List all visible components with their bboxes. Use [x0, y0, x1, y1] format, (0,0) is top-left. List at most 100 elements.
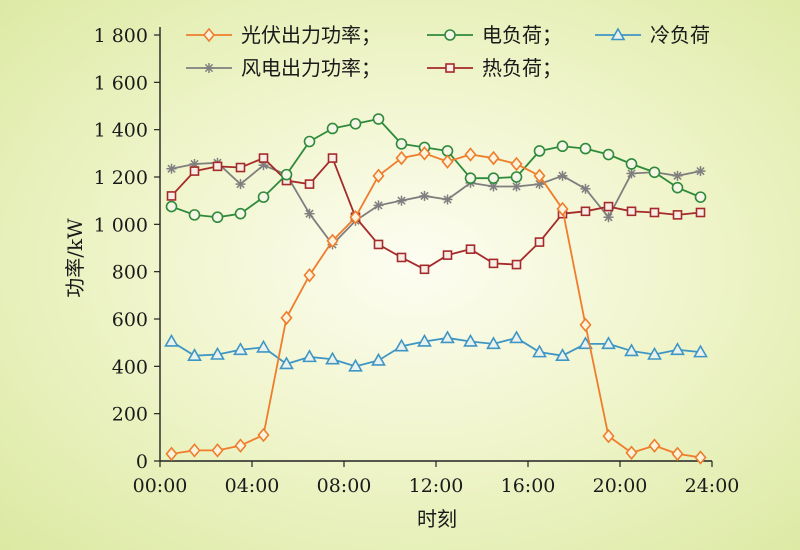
data-point: [533, 168, 546, 184]
data-point: [280, 168, 293, 181]
data-point: [602, 148, 615, 161]
data-point: [534, 237, 545, 247]
data-point: [463, 333, 478, 347]
series-line: [171, 161, 701, 246]
data-point: [257, 191, 270, 203]
x-tick-label: 20:00: [593, 475, 648, 497]
data-point: [509, 330, 524, 344]
data-point: [396, 195, 407, 206]
data-point: [647, 346, 662, 360]
x-tick-label: 08:00: [317, 475, 372, 497]
data-point: [556, 140, 569, 153]
data-point: [671, 446, 684, 462]
data-point: [602, 428, 615, 444]
data-point: [326, 122, 339, 135]
data-point: [419, 190, 430, 201]
data-point: [417, 333, 432, 347]
y-tick-label: 1 400: [94, 120, 148, 142]
data-point: [511, 259, 522, 270]
data-point: [648, 438, 661, 453]
legend-item: 冷负荷: [595, 23, 710, 47]
series-asterisk: [166, 157, 706, 250]
data-point: [233, 342, 248, 356]
data-point: [325, 351, 340, 365]
legend-item: 风电出力功率；: [186, 56, 381, 80]
data-point: [165, 200, 178, 213]
legend-label: 冷负荷: [650, 23, 710, 47]
series-line: [171, 337, 701, 368]
legend-item: 热负荷；: [427, 56, 562, 80]
data-point: [166, 191, 177, 201]
data-point: [487, 172, 500, 184]
data-point: [672, 210, 683, 220]
data-point: [395, 138, 408, 150]
data-point: [304, 179, 315, 189]
data-point: [695, 166, 706, 177]
data-point: [304, 208, 315, 219]
data-point: [419, 264, 430, 275]
y-tick-label: 0: [136, 451, 148, 473]
legend-marker: [444, 29, 456, 41]
data-point: [486, 336, 501, 350]
y-axis-title: 功率/kW: [63, 218, 87, 298]
data-point: [235, 162, 246, 173]
data-point: [280, 310, 293, 326]
data-point: [694, 450, 707, 465]
data-point: [603, 201, 614, 212]
data-point: [166, 163, 177, 174]
data-point: [165, 446, 178, 462]
data-point: [211, 211, 224, 224]
data-point: [441, 154, 454, 169]
data-point: [279, 356, 294, 370]
data-point: [510, 156, 523, 172]
data-point: [695, 207, 706, 218]
data-point: [626, 168, 637, 179]
y-tick-label: 1 000: [94, 214, 148, 236]
data-point: [348, 358, 363, 372]
data-point: [371, 352, 386, 366]
data-point: [532, 344, 547, 358]
data-point: [694, 191, 707, 203]
legend-label: 风电出力功率；: [241, 56, 381, 80]
data-point: [510, 171, 523, 183]
data-point: [579, 317, 592, 333]
data-point: [533, 145, 546, 157]
y-tick-label: 200: [112, 404, 148, 426]
x-tick-label: 00:00: [133, 475, 188, 497]
data-point: [396, 252, 407, 263]
legend-label: 光伏出力功率；: [241, 23, 381, 47]
series-line: [171, 152, 701, 459]
data-point: [670, 342, 685, 356]
data-point: [394, 338, 409, 352]
data-point: [442, 250, 453, 260]
y-tick-label: 400: [112, 356, 148, 378]
data-point: [625, 158, 638, 170]
data-point: [601, 336, 616, 350]
x-tick-label: 16:00: [501, 475, 556, 497]
data-point: [372, 168, 385, 184]
data-point: [188, 209, 201, 221]
data-point: [556, 201, 569, 217]
data-point: [257, 427, 270, 443]
data-point: [511, 181, 522, 192]
data-point: [672, 170, 683, 181]
data-point: [372, 113, 385, 125]
legend-label: 电负荷；: [482, 23, 562, 47]
legend-marker: [202, 27, 216, 43]
data-point: [418, 146, 431, 161]
data-point: [326, 233, 339, 249]
data-point: [395, 150, 408, 166]
axes-group: 0 200 400 600 800 1 000 1 200 1 400 1 600 1 800 00…: [94, 25, 740, 497]
data-point: [440, 330, 455, 344]
data-point: [327, 153, 338, 163]
y-tick-label: 600: [112, 309, 148, 331]
data-point: [211, 443, 224, 458]
data-point: [557, 170, 568, 181]
legend-item: 光伏出力功率；: [186, 23, 381, 47]
data-point: [579, 142, 592, 155]
data-point: [488, 258, 499, 269]
data-point: [189, 166, 200, 176]
